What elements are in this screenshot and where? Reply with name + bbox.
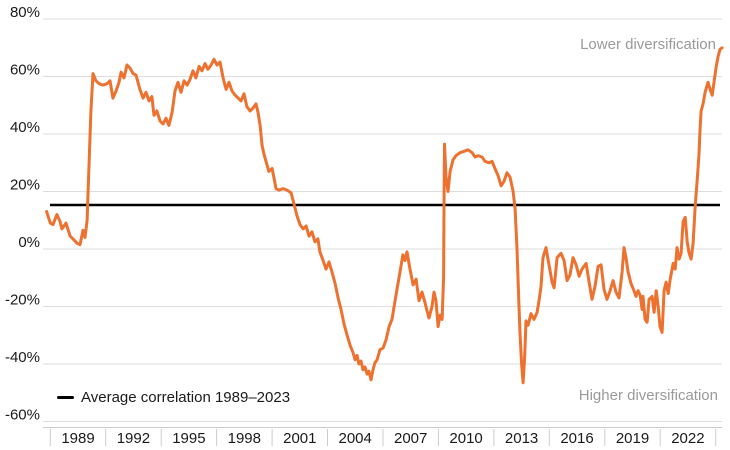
svg-text:0%: 0%: [18, 234, 40, 251]
svg-text:40%: 40%: [10, 119, 40, 136]
svg-text:2001: 2001: [283, 430, 316, 447]
svg-text:2010: 2010: [449, 430, 482, 447]
svg-text:2004: 2004: [339, 430, 372, 447]
svg-text:1992: 1992: [117, 430, 150, 447]
correlation-series-line: [45, 46, 724, 385]
svg-text:2007: 2007: [394, 430, 427, 447]
svg-text:2016: 2016: [560, 430, 593, 447]
svg-text:-60%: -60%: [5, 407, 40, 424]
svg-text:-40%: -40%: [5, 349, 40, 366]
svg-text:1989: 1989: [61, 430, 94, 447]
legend-average-correlation: Average correlation 1989–2023: [57, 389, 290, 406]
svg-text:2019: 2019: [616, 430, 649, 447]
x-axis: [43, 427, 722, 446]
annotation-lower-diversification: Lower diversification: [580, 36, 716, 53]
svg-text:2022: 2022: [671, 430, 704, 447]
average-line-swatch: [57, 395, 74, 400]
gridlines: [43, 18, 722, 422]
legend-label: Average correlation 1989–2023: [81, 389, 291, 406]
svg-text:2013: 2013: [505, 430, 538, 447]
svg-text:-20%: -20%: [5, 292, 40, 309]
y-axis-labels: 80% 60% 40% 20% 0% -20% -40% -60%: [5, 4, 40, 424]
svg-text:80%: 80%: [10, 4, 40, 21]
svg-text:1995: 1995: [172, 430, 205, 447]
svg-text:60%: 60%: [10, 62, 40, 79]
annotation-higher-diversification: Higher diversification: [578, 387, 718, 404]
svg-text:20%: 20%: [10, 177, 40, 194]
x-axis-labels: 1989 1992 1995 1998 2001 2004 2007 2010 2013 2016…: [61, 430, 704, 447]
svg-text:1998: 1998: [228, 430, 261, 447]
